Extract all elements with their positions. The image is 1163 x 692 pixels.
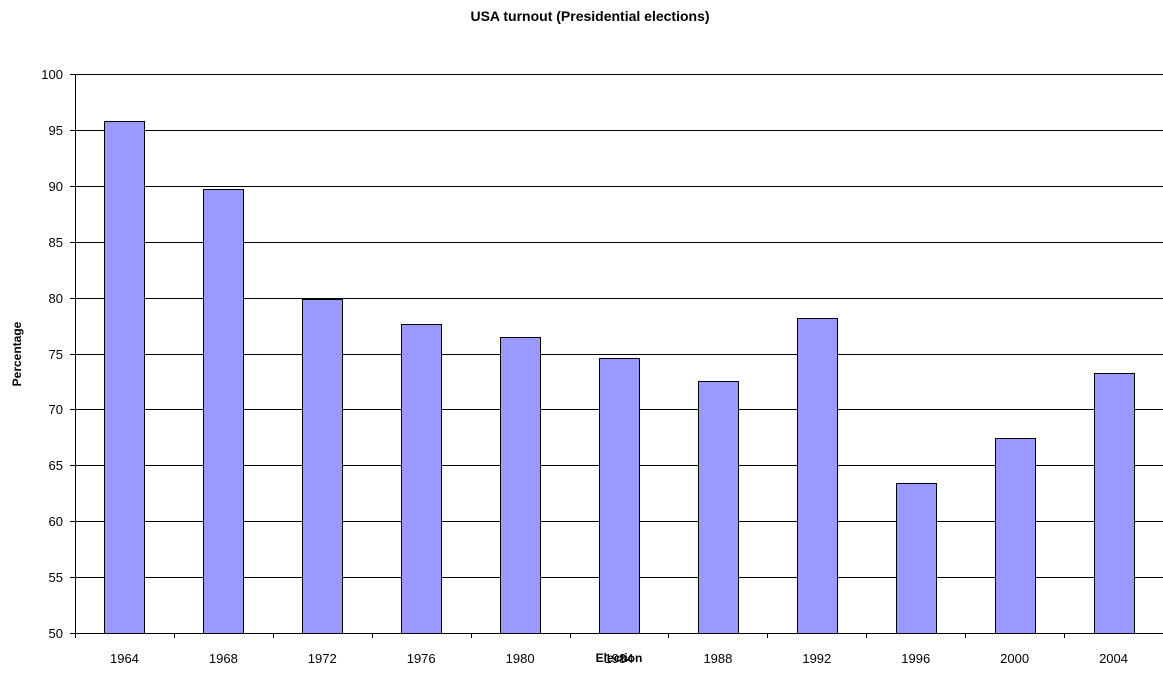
y-tick-label: 95 [49, 123, 63, 138]
bar-1996 [896, 483, 937, 634]
y-axis-ticks: 50 55 60 65 70 75 80 85 90 95 100 [41, 67, 75, 641]
y-tick-label: 100 [41, 67, 63, 82]
x-tick-label: 1964 [110, 651, 139, 666]
gridlines [75, 74, 1163, 578]
x-axis-ticks: 1964 1968 1972 1976 1980 1984 1988 1992 1996 2000… [75, 633, 1128, 666]
y-tick-label: 70 [49, 402, 63, 417]
y-tick-label: 50 [49, 626, 63, 641]
y-tick-label: 75 [49, 347, 63, 362]
y-tick-label: 55 [49, 570, 63, 585]
x-tick-label: 1996 [901, 651, 930, 666]
y-tick-label: 80 [49, 291, 63, 306]
x-tick-label: 1992 [802, 651, 831, 666]
bars [104, 121, 1135, 634]
bar-2004 [1094, 373, 1135, 634]
bar-1984 [599, 358, 640, 634]
x-tick-label: 1976 [407, 651, 436, 666]
x-tick-label: 2000 [1000, 651, 1029, 666]
bar-1964 [104, 121, 145, 634]
axes [75, 74, 1163, 634]
bar-1980 [500, 337, 541, 634]
y-tick-label: 85 [49, 235, 63, 250]
x-axis-label: Election [596, 651, 643, 665]
bar-1968 [203, 189, 244, 634]
y-tick-label: 90 [49, 179, 63, 194]
chart-title: USA turnout (Presidential elections) [470, 8, 709, 24]
y-tick-label: 60 [49, 514, 63, 529]
bar-1988 [698, 381, 739, 634]
x-tick-label: 1984 [605, 651, 634, 666]
bar-1972 [302, 299, 343, 634]
bar-1976 [401, 324, 442, 634]
bar-1992 [797, 318, 838, 634]
x-tick-label: 1968 [209, 651, 238, 666]
x-tick-label: 1972 [308, 651, 337, 666]
y-tick-label: 65 [49, 458, 63, 473]
bar-2000 [995, 438, 1036, 634]
x-tick-label: 1988 [703, 651, 732, 666]
y-axis-label: Percentage [10, 321, 24, 386]
x-tick-label: 1980 [506, 651, 535, 666]
x-tick-label: 2004 [1099, 651, 1128, 666]
